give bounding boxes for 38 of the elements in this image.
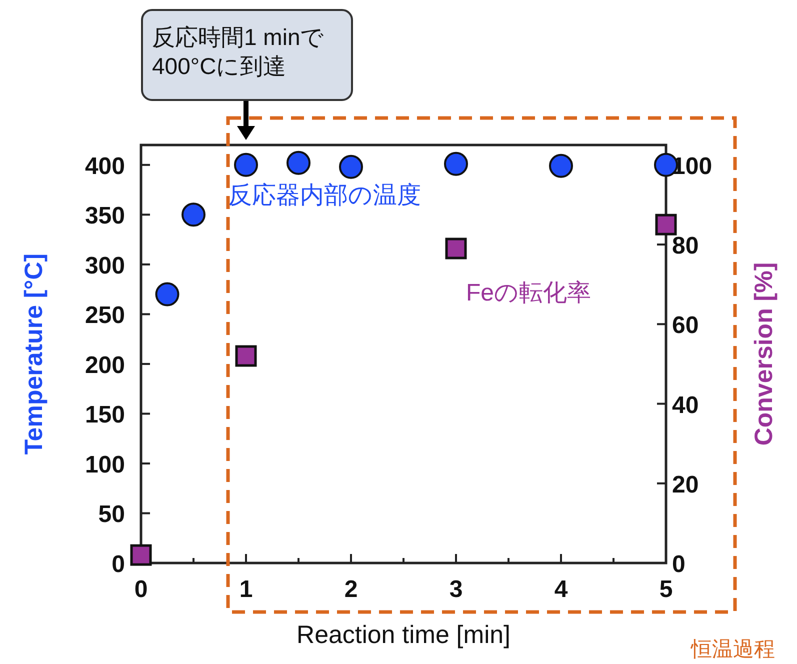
y2-tick-label: 0 — [672, 551, 686, 578]
y-tick-label: 300 — [84, 252, 125, 280]
point — [549, 154, 573, 178]
point — [655, 214, 677, 236]
series-label: 反応器内部の温度 — [228, 182, 421, 209]
x-tick-label: 4 — [554, 576, 568, 603]
y2-tick-label: 60 — [672, 312, 699, 340]
y-tick-label: 350 — [84, 202, 125, 230]
point — [444, 152, 468, 176]
point — [234, 152, 258, 177]
y2-tick-label: 20 — [672, 471, 699, 498]
text: 反応時間1 minで 400°Cに到達 — [152, 24, 324, 79]
x-tick-label: 0 — [134, 576, 148, 603]
point — [339, 154, 363, 179]
y-tick-label: 250 — [84, 302, 125, 330]
y-tick-label: 0 — [112, 551, 125, 578]
point — [155, 282, 180, 306]
x-tick-label: 1 — [239, 576, 253, 603]
y-tick-label: 400 — [84, 152, 125, 180]
y-tick-label: 50 — [98, 501, 125, 528]
y-tick-label: 100 — [84, 451, 125, 478]
y2-axis-title: Conversion [%] — [750, 262, 778, 446]
y-tick-label: 200 — [84, 352, 125, 379]
point — [286, 150, 310, 175]
point — [182, 202, 206, 227]
y-tick-label: 150 — [84, 402, 125, 429]
y-axis-title: Temperature [°C] — [20, 253, 48, 455]
x-tick-label: 2 — [344, 576, 358, 603]
series-label: Feの転化率 — [466, 280, 592, 307]
x-tick-label: 3 — [449, 576, 463, 603]
y2-tick-label: 40 — [672, 392, 699, 419]
x-axis-title: Reaction time [min] — [296, 621, 510, 649]
text: 恒温過程 — [690, 638, 775, 661]
point — [130, 544, 152, 566]
x-tick-label: 5 — [659, 576, 673, 603]
point — [235, 345, 257, 367]
y2-tick-label: 80 — [672, 232, 699, 260]
point — [445, 238, 467, 260]
